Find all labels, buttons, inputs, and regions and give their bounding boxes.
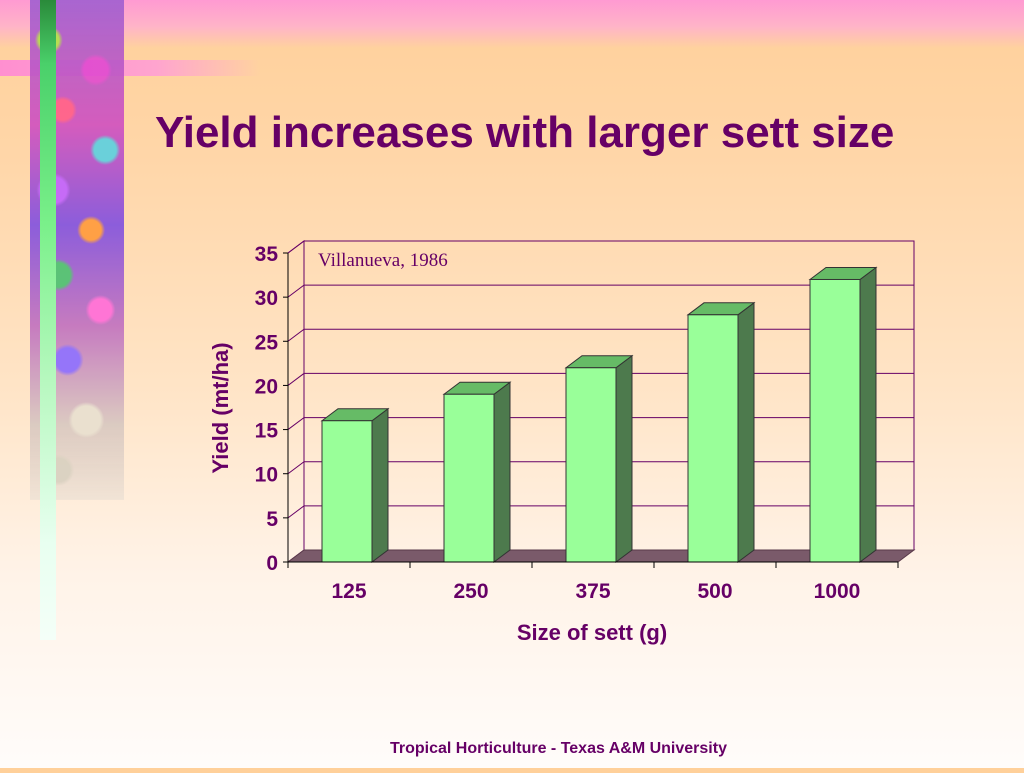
x-tick-label: 500 bbox=[697, 580, 732, 603]
bar-front bbox=[443, 393, 495, 563]
y-tick-label: 30 bbox=[255, 287, 278, 310]
x-axis-label: Size of sett (g) bbox=[517, 620, 667, 645]
bar-side bbox=[859, 266, 877, 563]
bar bbox=[320, 407, 390, 563]
bar-side bbox=[615, 354, 633, 563]
top-gradient-band bbox=[0, 0, 1024, 48]
y-axis-label: Yield (mt/ha) bbox=[208, 342, 233, 473]
bar-front bbox=[565, 367, 617, 563]
y-tick-label: 0 bbox=[266, 552, 278, 575]
y-tick-label: 10 bbox=[255, 464, 278, 487]
bar bbox=[564, 354, 634, 563]
bar-front bbox=[687, 314, 739, 563]
slide-title: Yield increases with larger sett size bbox=[155, 108, 895, 157]
gridline bbox=[287, 240, 914, 254]
chart-annotation: Villanueva, 1986 bbox=[318, 250, 448, 271]
x-tick-label: 125 bbox=[331, 580, 366, 603]
x-tick-label: 1000 bbox=[814, 580, 861, 603]
chart-tick-labels: 0 5 10 15 20 25 30 35 125 250 375 500 1000 bbox=[255, 243, 861, 603]
bar-side bbox=[371, 407, 389, 563]
chart-side-wall bbox=[287, 240, 305, 563]
chart-axes bbox=[283, 252, 899, 568]
bar-front bbox=[321, 420, 373, 563]
y-tick-label: 25 bbox=[255, 331, 279, 354]
bar-side bbox=[737, 301, 755, 563]
y-tick-label: 5 bbox=[266, 508, 278, 531]
x-tick-label: 250 bbox=[453, 580, 488, 603]
y-tick-label: 20 bbox=[255, 375, 278, 398]
bar bbox=[686, 301, 756, 563]
slide-footer: Tropical Horticulture - Texas A&M Univer… bbox=[390, 740, 727, 757]
gridline bbox=[287, 284, 914, 298]
y-tick-label: 35 bbox=[255, 243, 279, 266]
bar bbox=[808, 266, 878, 563]
x-tick-label: 375 bbox=[575, 580, 610, 603]
bar bbox=[442, 381, 512, 563]
green-accent-stripe bbox=[40, 0, 56, 640]
y-tick-label: 15 bbox=[255, 420, 279, 443]
bar-front bbox=[809, 278, 861, 563]
chart-bars bbox=[320, 266, 878, 563]
bar-side bbox=[493, 381, 511, 563]
